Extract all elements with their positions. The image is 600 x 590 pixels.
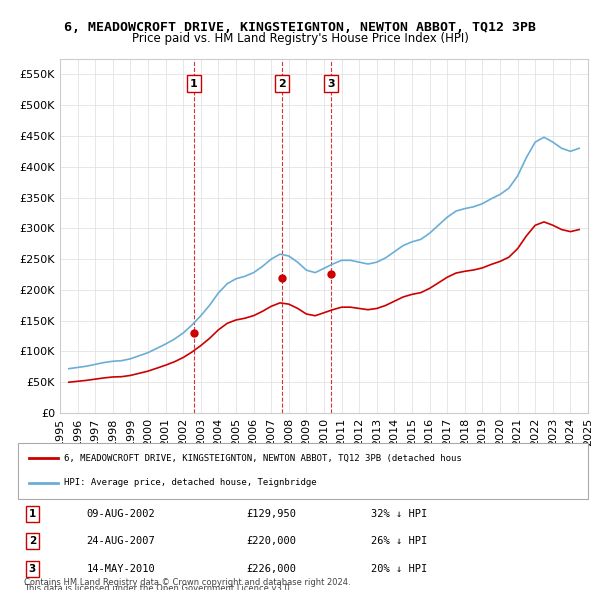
Text: 32% ↓ HPI: 32% ↓ HPI (371, 509, 428, 519)
Text: HPI: Average price, detached house, Teignbridge: HPI: Average price, detached house, Teig… (64, 478, 316, 487)
Text: 09-AUG-2002: 09-AUG-2002 (86, 509, 155, 519)
Text: 1: 1 (190, 79, 197, 88)
Text: 14-MAY-2010: 14-MAY-2010 (86, 563, 155, 573)
Text: Price paid vs. HM Land Registry's House Price Index (HPI): Price paid vs. HM Land Registry's House … (131, 32, 469, 45)
Text: £129,950: £129,950 (246, 509, 296, 519)
Text: 2: 2 (278, 79, 286, 88)
FancyBboxPatch shape (18, 442, 588, 499)
Text: 20% ↓ HPI: 20% ↓ HPI (371, 563, 428, 573)
Text: 6, MEADOWCROFT DRIVE, KINGSTEIGNTON, NEWTON ABBOT, TQ12 3PB (detached hous: 6, MEADOWCROFT DRIVE, KINGSTEIGNTON, NEW… (64, 454, 461, 463)
Text: 3: 3 (29, 563, 36, 573)
Text: 1: 1 (29, 509, 36, 519)
Text: £226,000: £226,000 (246, 563, 296, 573)
Text: 6, MEADOWCROFT DRIVE, KINGSTEIGNTON, NEWTON ABBOT, TQ12 3PB: 6, MEADOWCROFT DRIVE, KINGSTEIGNTON, NEW… (64, 21, 536, 34)
Text: This data is licensed under the Open Government Licence v3.0.: This data is licensed under the Open Gov… (24, 584, 292, 590)
Text: 24-AUG-2007: 24-AUG-2007 (86, 536, 155, 546)
Text: 2: 2 (29, 536, 36, 546)
Text: Contains HM Land Registry data © Crown copyright and database right 2024.: Contains HM Land Registry data © Crown c… (24, 578, 350, 587)
Text: 26% ↓ HPI: 26% ↓ HPI (371, 536, 428, 546)
Text: 3: 3 (327, 79, 335, 88)
Text: £220,000: £220,000 (246, 536, 296, 546)
